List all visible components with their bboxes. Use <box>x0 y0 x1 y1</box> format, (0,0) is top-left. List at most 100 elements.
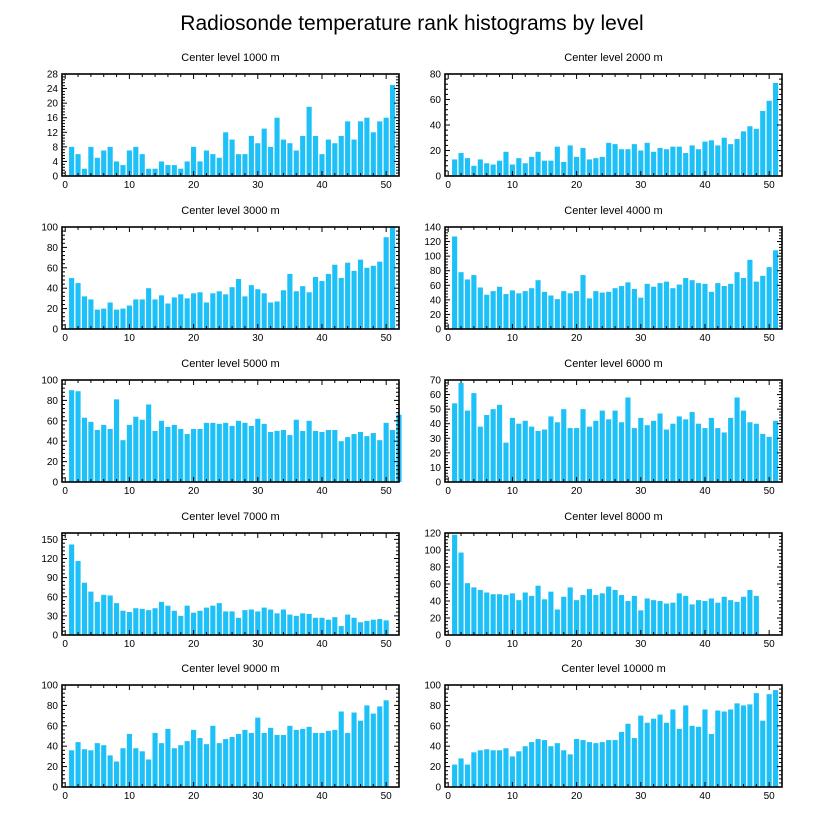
y-tick-label: 40 <box>430 121 442 132</box>
bar <box>351 617 357 635</box>
bar <box>171 165 177 176</box>
bar <box>747 422 753 482</box>
bar <box>377 706 383 787</box>
histogram-panel-8: Center level 8000 m 0 10 20 30 40 50 0 20 40 60 80 1… <box>424 511 783 650</box>
bar <box>708 417 714 482</box>
x-tick-label: 10 <box>124 639 136 650</box>
bar <box>471 275 477 329</box>
x-tick-label: 40 <box>316 180 328 191</box>
bar <box>541 160 548 176</box>
y-tick-label: 60 <box>47 592 59 603</box>
bar <box>223 132 229 176</box>
bar <box>541 291 548 329</box>
bar <box>319 154 325 176</box>
bar <box>268 146 274 176</box>
bar <box>695 726 702 787</box>
bar <box>593 595 599 635</box>
bar <box>663 281 670 329</box>
bar <box>715 283 721 329</box>
y-tick-label: 0 <box>52 325 58 336</box>
bar <box>728 709 734 787</box>
x-tick-label: 0 <box>62 639 68 650</box>
bar <box>261 293 267 329</box>
bar <box>203 302 209 329</box>
bar <box>740 596 747 635</box>
bar <box>529 156 535 176</box>
bar <box>484 294 490 329</box>
x-tick-label: 20 <box>188 791 200 802</box>
bar <box>357 432 364 482</box>
x-tick-label: 20 <box>571 791 583 802</box>
y-tick-label: 20 <box>430 146 442 157</box>
bar <box>107 302 113 329</box>
bar <box>715 145 721 176</box>
bar <box>101 424 107 482</box>
y-tick-label: 80 <box>430 266 442 277</box>
y-tick-label: 20 <box>47 99 59 110</box>
bar <box>734 272 740 329</box>
bar <box>146 288 152 329</box>
x-tick-label: 0 <box>445 486 451 497</box>
bar <box>503 748 509 787</box>
bar <box>261 423 267 482</box>
bar <box>338 711 344 787</box>
bar <box>81 296 88 329</box>
y-tick-label: 150 <box>41 535 58 546</box>
bar <box>300 613 306 635</box>
bar <box>651 718 657 787</box>
figure-title: Radiosonde temperature rank histograms b… <box>180 12 643 35</box>
bar <box>94 601 100 635</box>
bar <box>747 259 753 329</box>
bar <box>325 429 331 482</box>
bar <box>676 593 682 635</box>
bar <box>618 731 625 787</box>
bar <box>319 617 325 635</box>
bar <box>516 158 522 176</box>
bar <box>133 748 139 787</box>
bar <box>178 294 184 329</box>
bar <box>753 281 759 329</box>
bar <box>753 693 759 787</box>
y-tick-label: 50 <box>430 405 442 416</box>
plot-frame <box>61 379 400 483</box>
bar <box>695 423 702 482</box>
bar <box>235 733 242 787</box>
bar <box>81 168 88 176</box>
bar <box>357 259 364 329</box>
bar <box>490 291 496 329</box>
bar <box>203 607 209 635</box>
bar <box>75 742 81 787</box>
bar <box>464 583 471 635</box>
bar <box>146 610 152 635</box>
bar <box>651 286 657 329</box>
bar <box>721 137 727 176</box>
plot-frame <box>61 73 400 177</box>
bar <box>580 147 586 176</box>
bar <box>715 602 721 635</box>
bar <box>702 141 708 176</box>
bar <box>293 615 299 635</box>
bar <box>606 740 612 787</box>
bar <box>638 417 644 482</box>
bar <box>255 611 261 635</box>
bar <box>88 146 94 176</box>
y-tick-label: 4 <box>52 157 58 168</box>
bar <box>509 593 515 635</box>
bar <box>708 140 714 176</box>
bar <box>516 600 522 635</box>
bar <box>268 432 274 482</box>
bar <box>612 740 618 787</box>
bar <box>644 283 650 329</box>
bar <box>773 82 779 176</box>
y-tick-label: 60 <box>430 721 442 732</box>
bar <box>561 750 567 787</box>
x-tick-label: 0 <box>62 791 68 802</box>
bar <box>535 585 541 635</box>
bar <box>561 291 567 329</box>
bar <box>165 303 171 329</box>
bar <box>210 422 216 482</box>
bar <box>171 610 177 635</box>
x-tick-label: 20 <box>571 486 583 497</box>
x-tick-label: 50 <box>764 486 776 497</box>
bar <box>357 121 364 176</box>
